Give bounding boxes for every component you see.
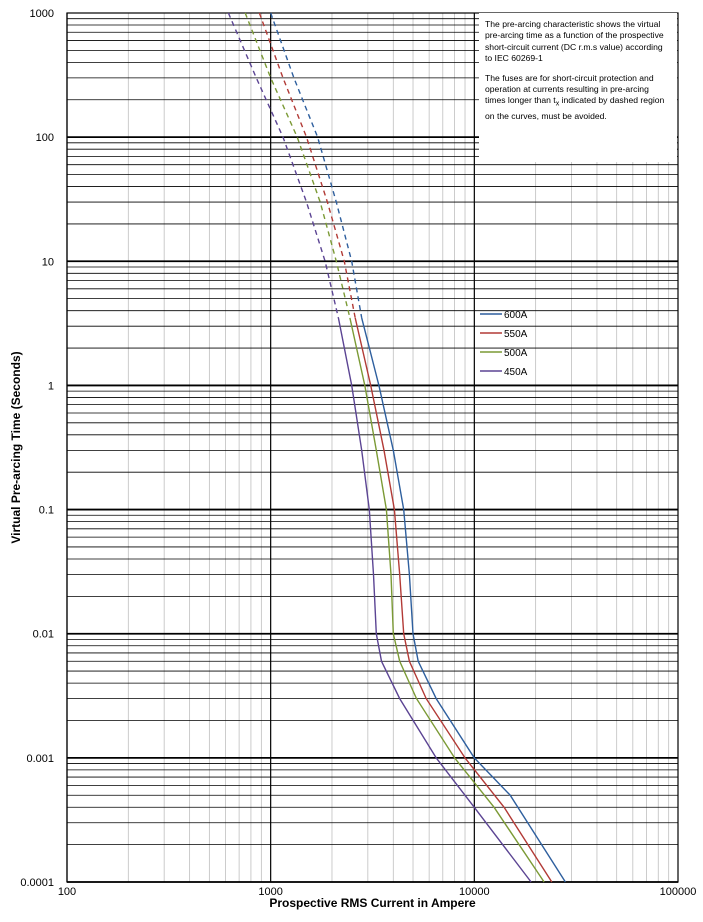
series-550A-solid xyxy=(354,317,553,883)
annotation-paragraph-1: The pre-arcing characteristic shows the … xyxy=(485,19,664,64)
series-550A-dashed xyxy=(258,12,356,319)
annotation-subscript: x xyxy=(555,101,560,109)
series-600A-solid xyxy=(361,317,566,883)
annotation-box: The pre-arcing characteristic shows the … xyxy=(479,13,677,162)
y-tick-label: 0.1 xyxy=(39,505,54,517)
x-axis-title: Prospective RMS Current in Ampere xyxy=(269,896,476,910)
y-tick-label: 1000 xyxy=(30,8,54,20)
legend: 600A 550A 500A 450A xyxy=(480,310,528,378)
x-tick-label: 10000 xyxy=(459,886,490,898)
y-tick-label: 1 xyxy=(48,380,54,392)
y-tick-label: 10 xyxy=(42,256,54,268)
x-tick-label: 100 xyxy=(58,886,76,898)
legend-label: 500A xyxy=(504,348,528,359)
legend-label: 600A xyxy=(504,310,528,321)
x-tick-label: 100000 xyxy=(660,886,697,898)
y-tick-label: 100 xyxy=(36,132,54,144)
tick-labels: 100 1000 10000 100000 1000 100 10 1 0.1 0.01 0.001… xyxy=(20,8,696,898)
series-500A-solid xyxy=(349,317,545,883)
annotation-text: The fuses are for short-circuit protecti… xyxy=(485,72,654,106)
y-tick-label: 0.01 xyxy=(33,629,54,641)
legend-label: 550A xyxy=(504,329,528,340)
curves xyxy=(227,12,566,883)
series-450A-dashed xyxy=(227,12,340,319)
annotation-paragraph-2: The fuses are for short-circuit protecti… xyxy=(485,73,671,122)
series-500A-dashed xyxy=(244,12,351,319)
plot-frame xyxy=(66,12,679,883)
legend-label: 450A xyxy=(504,367,528,378)
y-tick-label: 0.001 xyxy=(26,753,54,765)
x-tick-label: 1000 xyxy=(258,886,282,898)
annotation-text: indicated by dashed region on the curves… xyxy=(485,95,665,121)
series-450A-solid xyxy=(337,317,532,883)
series-600A-dashed xyxy=(270,12,363,319)
y-tick-label: 0.0001 xyxy=(20,877,54,889)
y-axis-title: Virtual Pre-arcing Time (Seconds) xyxy=(9,351,23,543)
